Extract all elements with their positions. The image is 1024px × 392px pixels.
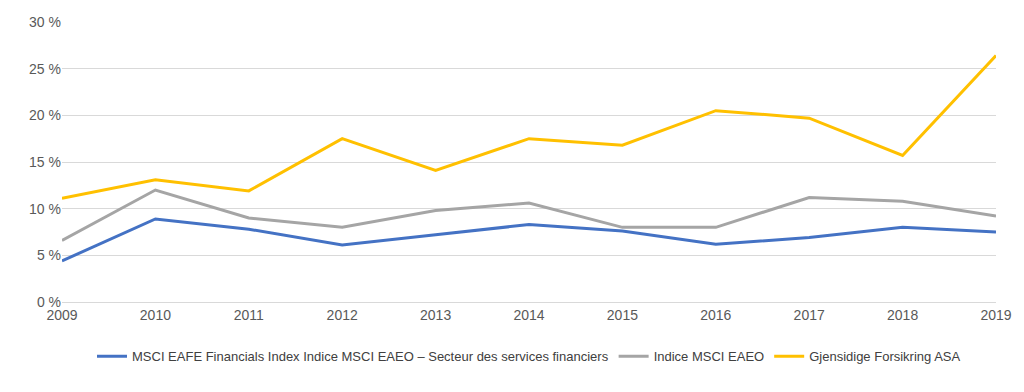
svg-text:2011: 2011 [234, 307, 264, 323]
svg-text:10 %: 10 % [29, 201, 61, 217]
svg-text:5 %: 5 % [37, 247, 61, 263]
svg-text:MSCI EAFE Financials Index Ind: MSCI EAFE Financials Index Indice MSCI E… [132, 349, 609, 364]
svg-text:Indice MSCI EAEO: Indice MSCI EAEO [654, 349, 765, 364]
svg-text:2012: 2012 [327, 307, 358, 323]
svg-text:2010: 2010 [140, 307, 171, 323]
svg-text:15 %: 15 % [29, 154, 61, 170]
svg-text:Gjensidige Forsikring ASA: Gjensidige Forsikring ASA [809, 349, 960, 364]
svg-text:2016: 2016 [700, 307, 731, 323]
svg-text:2017: 2017 [794, 307, 825, 323]
svg-text:2015: 2015 [607, 307, 638, 323]
svg-text:2019: 2019 [980, 307, 1011, 323]
svg-text:30 %: 30 % [29, 14, 61, 30]
svg-text:2009: 2009 [46, 307, 77, 323]
svg-text:2018: 2018 [887, 307, 918, 323]
svg-text:25 %: 25 % [29, 61, 61, 77]
svg-text:20 %: 20 % [29, 107, 61, 123]
svg-text:0 %: 0 % [37, 294, 61, 310]
svg-text:2013: 2013 [420, 307, 451, 323]
svg-text:2014: 2014 [513, 307, 544, 323]
